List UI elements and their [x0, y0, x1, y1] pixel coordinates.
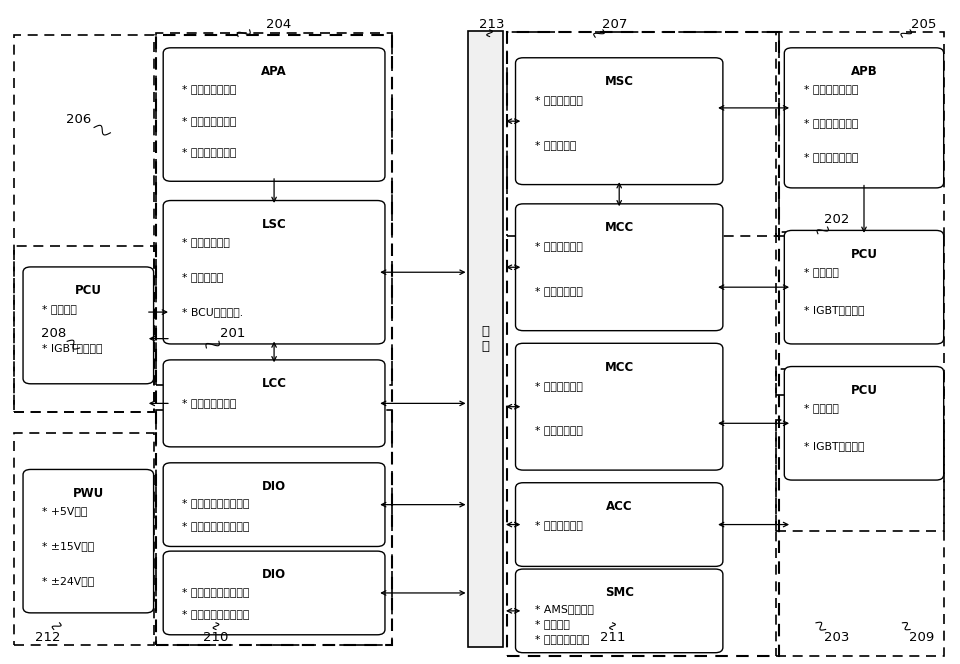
Text: PWU: PWU — [73, 487, 104, 500]
Text: * 电机速度检测: * 电机速度检测 — [535, 96, 583, 106]
Text: * 粘着利用控制: * 粘着利用控制 — [535, 425, 583, 435]
Text: * 直接转矩控制: * 直接转矩控制 — [535, 381, 583, 391]
Bar — [776, 32, 944, 236]
Text: * 四象限输入电流: * 四象限输入电流 — [182, 116, 237, 125]
Text: DIO: DIO — [262, 480, 286, 493]
Text: 203: 203 — [825, 631, 850, 644]
FancyBboxPatch shape — [163, 463, 385, 546]
Text: 207: 207 — [602, 18, 627, 31]
Text: * 直流电压、温度: * 直流电压、温度 — [182, 147, 237, 157]
Text: 210: 210 — [204, 631, 228, 644]
Text: PCU: PCU — [851, 384, 877, 397]
FancyBboxPatch shape — [516, 343, 723, 470]
FancyBboxPatch shape — [784, 48, 944, 188]
FancyBboxPatch shape — [516, 58, 723, 185]
Text: * 变压器原边电流: * 变压器原边电流 — [182, 84, 237, 94]
Text: * 电平转换: * 电平转换 — [804, 268, 838, 278]
Bar — [507, 32, 779, 656]
Text: * +5V电源: * +5V电源 — [42, 506, 87, 516]
Text: * 逆变器保护: * 逆变器保护 — [535, 139, 576, 149]
Text: * 故障诊断及记录: * 故障诊断及记录 — [535, 634, 589, 644]
Text: * 整流器保护: * 整流器保护 — [182, 272, 224, 282]
Text: * 逻辑控制: * 逻辑控制 — [535, 619, 569, 629]
FancyBboxPatch shape — [516, 569, 723, 653]
Text: * 电平转换: * 电平转换 — [804, 404, 838, 414]
Bar — [156, 33, 392, 385]
Bar — [156, 410, 392, 645]
Bar — [14, 246, 154, 412]
Text: DIO: DIO — [262, 568, 286, 582]
FancyBboxPatch shape — [23, 267, 154, 384]
Text: 209: 209 — [909, 631, 934, 644]
Text: * 电机电流、温度: * 电机电流、温度 — [804, 84, 858, 94]
Text: * 辅变电流、电压: * 辅变电流、电压 — [804, 152, 858, 162]
Bar — [776, 420, 944, 656]
FancyBboxPatch shape — [23, 469, 154, 613]
Text: * 辅变并联控制: * 辅变并联控制 — [535, 521, 583, 531]
Text: MCC: MCC — [605, 361, 634, 374]
Text: * 四象限整流控制: * 四象限整流控制 — [182, 398, 237, 408]
Bar — [14, 35, 154, 412]
Text: MCC: MCC — [605, 221, 634, 234]
Bar — [156, 35, 392, 645]
Text: 211: 211 — [600, 631, 625, 644]
Text: * AMS总线管理: * AMS总线管理 — [535, 604, 593, 614]
Text: APA: APA — [261, 65, 287, 78]
Text: 背
板: 背 板 — [482, 325, 490, 353]
FancyBboxPatch shape — [516, 204, 723, 331]
Bar — [14, 433, 154, 645]
Text: 212: 212 — [36, 631, 60, 644]
FancyBboxPatch shape — [784, 367, 944, 480]
Text: APB: APB — [851, 65, 877, 78]
Bar — [776, 232, 944, 395]
Bar — [507, 32, 779, 236]
Text: 206: 206 — [66, 113, 91, 126]
Text: * 粘着利用控制: * 粘着利用控制 — [535, 286, 583, 295]
Text: SMC: SMC — [605, 586, 634, 600]
Text: PCU: PCU — [851, 248, 877, 261]
Text: * IGBT故障采集: * IGBT故障采集 — [804, 305, 864, 315]
Bar — [776, 369, 944, 531]
Text: * 断路器、接触器控制: * 断路器、接触器控制 — [182, 609, 250, 619]
Text: LCC: LCC — [261, 377, 287, 390]
Text: MSC: MSC — [605, 75, 634, 88]
Text: PCU: PCU — [75, 284, 102, 297]
Text: * 数字量输入输出信号: * 数字量输入输出信号 — [182, 586, 250, 596]
Text: * 直接转矩控制: * 直接转矩控制 — [535, 242, 583, 252]
Text: ACC: ACC — [606, 500, 633, 513]
Text: 213: 213 — [479, 18, 504, 31]
FancyBboxPatch shape — [516, 483, 723, 566]
Text: * 数字量输入输出信号: * 数字量输入输出信号 — [182, 498, 250, 508]
Text: * 同步信号检测: * 同步信号检测 — [182, 237, 230, 247]
FancyBboxPatch shape — [163, 48, 385, 181]
Text: 208: 208 — [41, 327, 66, 340]
FancyBboxPatch shape — [163, 360, 385, 447]
Text: * 断路器、接触器控制: * 断路器、接触器控制 — [182, 521, 250, 531]
Text: * 斩波电流、水压: * 斩波电流、水压 — [804, 118, 858, 128]
Bar — [468, 31, 503, 647]
Text: * IGBT故障采集: * IGBT故障采集 — [42, 343, 103, 353]
FancyBboxPatch shape — [784, 230, 944, 344]
Text: 201: 201 — [220, 327, 245, 340]
Text: * ±24V电源: * ±24V电源 — [42, 576, 94, 586]
Text: 202: 202 — [825, 212, 850, 226]
Text: 204: 204 — [266, 18, 291, 31]
FancyBboxPatch shape — [163, 201, 385, 344]
Text: * ±15V电源: * ±15V电源 — [42, 541, 94, 551]
Text: * BCU信号交互.: * BCU信号交互. — [182, 307, 244, 317]
Text: * IGBT故障采集: * IGBT故障采集 — [804, 441, 864, 451]
Text: LSC: LSC — [262, 218, 286, 231]
FancyBboxPatch shape — [163, 551, 385, 635]
Text: 205: 205 — [911, 18, 936, 31]
Text: * 电平转换: * 电平转换 — [42, 304, 77, 314]
